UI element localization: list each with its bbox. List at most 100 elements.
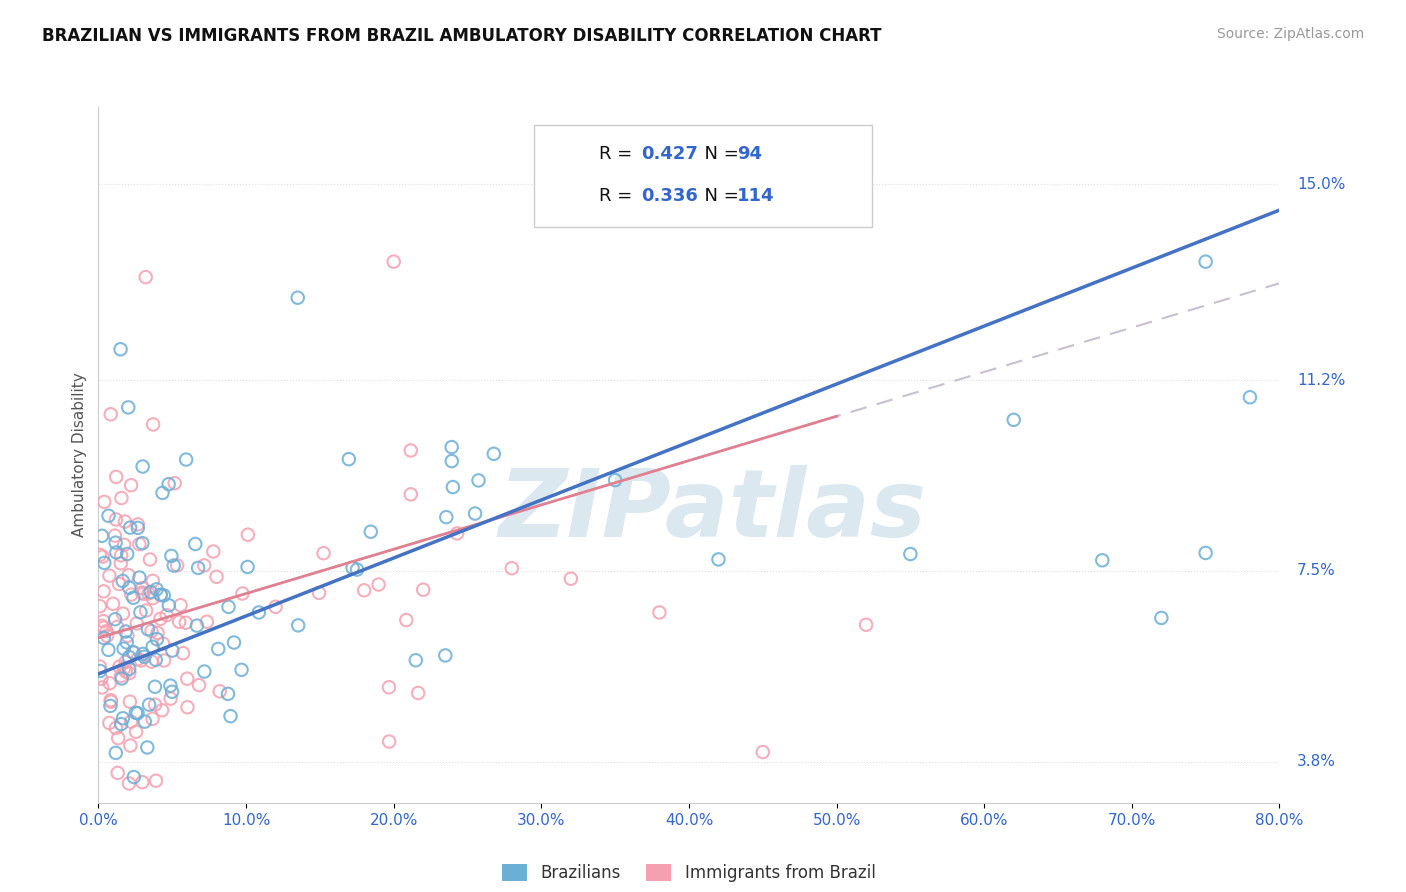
Point — [107, 731, 129, 745]
Point — [91, 681, 114, 695]
Point — [176, 672, 198, 686]
Point — [131, 459, 153, 474]
Point — [159, 691, 181, 706]
Point — [97, 508, 120, 523]
Point — [1002, 413, 1025, 427]
Point — [378, 680, 401, 694]
Point — [193, 558, 215, 573]
Point — [312, 546, 335, 560]
Point — [353, 583, 375, 598]
Point — [114, 515, 136, 529]
Point — [399, 443, 422, 458]
Point — [122, 770, 145, 784]
Point — [560, 572, 582, 586]
Point — [441, 480, 464, 494]
Point — [104, 721, 127, 735]
Text: BRAZILIAN VS IMMIGRANTS FROM BRAZIL AMBULATORY DISABILITY CORRELATION CHART: BRAZILIAN VS IMMIGRANTS FROM BRAZIL AMBU… — [42, 27, 882, 45]
Point — [174, 615, 197, 630]
Point — [131, 536, 153, 550]
Point — [264, 599, 287, 614]
Point — [446, 526, 468, 541]
Y-axis label: Ambulatory Disability: Ambulatory Disability — [72, 373, 87, 537]
Point — [97, 643, 120, 657]
Point — [110, 491, 132, 505]
Point — [112, 641, 135, 656]
Point — [412, 582, 434, 597]
Point — [91, 549, 114, 564]
Point — [367, 577, 389, 591]
Point — [128, 570, 150, 584]
Point — [193, 665, 215, 679]
Point — [166, 558, 188, 573]
Point — [128, 537, 150, 551]
Point — [174, 452, 197, 467]
Point — [118, 581, 141, 595]
Point — [98, 676, 121, 690]
Point — [141, 624, 163, 639]
Point — [143, 698, 166, 712]
Point — [464, 507, 486, 521]
Text: 3.8%: 3.8% — [1298, 754, 1336, 769]
Point — [855, 617, 877, 632]
Point — [122, 645, 145, 659]
Point — [110, 557, 132, 571]
Point — [145, 653, 167, 667]
Point — [93, 631, 115, 645]
Text: N =: N = — [693, 145, 745, 163]
Point — [139, 585, 162, 599]
Point — [1239, 390, 1261, 404]
Point — [120, 478, 142, 492]
Point — [129, 653, 152, 667]
Point — [114, 655, 136, 669]
Point — [91, 614, 114, 628]
Point — [167, 615, 190, 629]
Point — [127, 652, 149, 666]
Point — [89, 659, 111, 673]
Point — [127, 706, 149, 721]
Point — [149, 588, 172, 602]
Point — [115, 547, 138, 561]
Point — [104, 746, 127, 760]
Point — [308, 586, 330, 600]
Point — [219, 709, 242, 723]
Point — [405, 653, 427, 667]
Point — [360, 524, 382, 539]
Point — [342, 560, 364, 574]
Point — [184, 537, 207, 551]
Point — [236, 560, 259, 574]
Point — [482, 447, 505, 461]
Point — [127, 521, 149, 535]
Point — [501, 561, 523, 575]
Point — [648, 606, 671, 620]
Point — [112, 538, 135, 552]
Point — [142, 417, 165, 432]
Point — [114, 624, 136, 639]
Point — [104, 535, 127, 549]
Point — [122, 591, 145, 605]
Text: 15.0%: 15.0% — [1298, 177, 1346, 192]
Point — [152, 637, 174, 651]
Point — [159, 679, 181, 693]
Point — [287, 291, 309, 305]
Text: 7.5%: 7.5% — [1298, 564, 1336, 578]
Point — [89, 599, 111, 614]
Point — [751, 745, 773, 759]
Point — [163, 476, 186, 491]
Text: R =: R = — [599, 145, 638, 163]
Point — [117, 568, 139, 582]
Point — [205, 570, 228, 584]
Point — [100, 695, 122, 709]
Point — [125, 724, 148, 739]
Point — [138, 698, 160, 712]
Point — [337, 452, 360, 467]
Point — [108, 577, 131, 591]
Text: N =: N = — [693, 187, 745, 205]
Point — [110, 549, 132, 563]
Point — [134, 649, 156, 664]
Point — [105, 620, 128, 634]
Point — [111, 672, 134, 686]
Point — [115, 635, 138, 649]
Point — [142, 574, 165, 588]
Point — [434, 510, 457, 524]
Point — [138, 586, 160, 600]
